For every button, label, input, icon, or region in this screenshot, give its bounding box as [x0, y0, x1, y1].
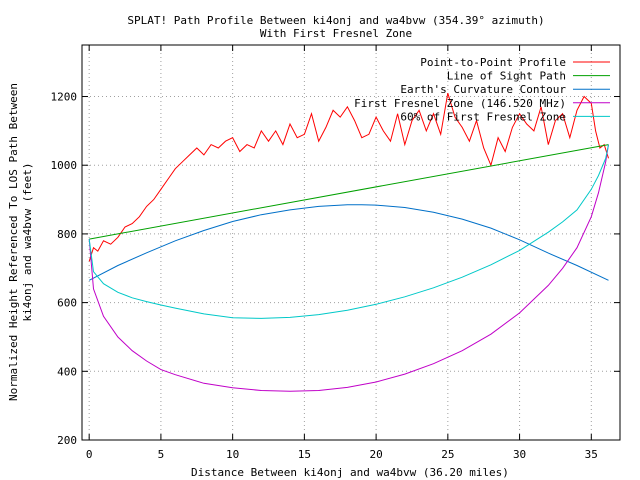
series-line-line-of-sight — [89, 144, 609, 240]
y-axis-ticks: 200 400 600 800 1000 1200 — [51, 91, 620, 447]
x-tick-label: 25 — [441, 448, 454, 461]
x-tick-label: 35 — [585, 448, 598, 461]
chart-title: SPLAT! Path Profile Between ki4onj and w… — [127, 14, 544, 27]
series-line-fresnel-zone — [88, 144, 609, 392]
x-tick-label: 0 — [86, 448, 93, 461]
series-line-fresnel-60 — [88, 144, 609, 319]
y-tick-label: 800 — [57, 228, 77, 241]
x-tick-label: 30 — [513, 448, 526, 461]
legend-label-earth-curvature: Earth's Curvature Contour — [400, 83, 566, 96]
x-tick-label: 10 — [226, 448, 239, 461]
series-lines — [88, 92, 609, 392]
x-axis-ticks: 0 5 10 15 20 25 30 35 — [86, 45, 598, 461]
legend-label-line-of-sight: Line of Sight Path — [447, 70, 566, 83]
y-tick-label: 1200 — [51, 91, 78, 104]
y-tick-label: 600 — [57, 297, 77, 310]
y-tick-label: 1000 — [51, 159, 78, 172]
series-line-profile — [88, 92, 609, 262]
y-tick-label: 400 — [57, 365, 77, 378]
x-axis-label: Distance Between ki4onj and wa4bvw (36.2… — [191, 466, 509, 479]
x-tick-label: 20 — [369, 448, 382, 461]
legend-label-fresnel-60: 60% of First Fresnel Zone — [400, 110, 566, 123]
y-tick-label: 200 — [57, 434, 77, 447]
y-axis-label-line2: ki4onj and wa4bvw (feet) — [21, 163, 34, 322]
chart-subtitle: With First Fresnel Zone — [260, 27, 412, 40]
legend-label-profile: Point-to-Point Profile — [420, 56, 566, 69]
y-axis-label-line1: Normalized Height Referenced To LOS Path… — [7, 83, 20, 401]
legend-label-fresnel-zone: First Fresnel Zone (146.520 MHz) — [354, 97, 566, 110]
plot-frame — [81, 44, 621, 441]
series-line-earth-curvature — [88, 204, 609, 281]
x-tick-label: 5 — [158, 448, 165, 461]
x-tick-label: 15 — [298, 448, 311, 461]
